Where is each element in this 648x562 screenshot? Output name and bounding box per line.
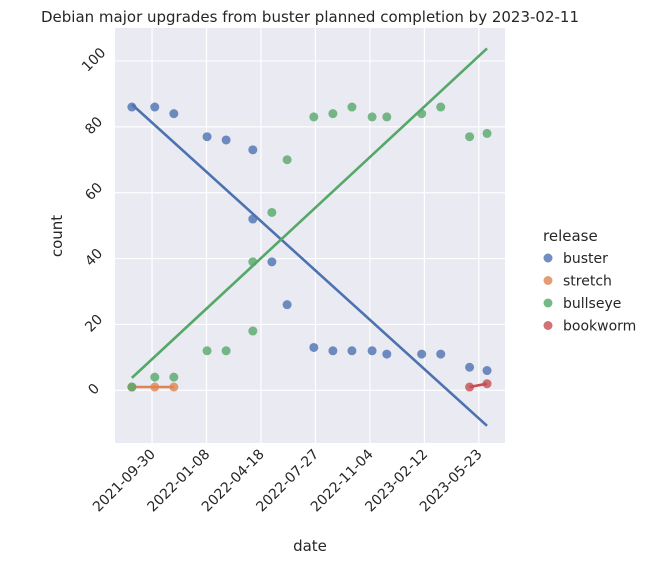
data-point-buster <box>221 135 231 145</box>
legend-marker-buster <box>543 253 553 263</box>
legend-label-stretch: stretch <box>563 274 612 290</box>
data-point-buster <box>382 349 392 359</box>
legend-marker-stretch <box>543 276 553 285</box>
data-point-buster <box>367 346 377 356</box>
data-point-bullseye <box>482 128 492 138</box>
plot-area <box>115 28 505 443</box>
data-point-bullseye <box>465 132 475 142</box>
y-tick-label: 100 <box>79 45 109 75</box>
chart-title: Debian major upgrades from buster planne… <box>41 8 579 26</box>
legend-marker-bookworm <box>543 321 553 330</box>
legend-label-bookworm: bookworm <box>563 319 636 335</box>
data-point-buster <box>417 349 427 359</box>
data-point-buster <box>309 342 319 352</box>
legend-title: release <box>543 227 598 245</box>
x-axis-label: date <box>293 537 327 555</box>
data-point-buster <box>436 349 446 359</box>
data-point-buster <box>150 102 160 112</box>
data-point-bullseye <box>150 372 160 382</box>
y-tick-label: 60 <box>82 180 106 204</box>
data-point-bullseye <box>347 102 357 112</box>
data-point-buster <box>328 346 338 356</box>
data-point-bullseye <box>436 102 446 112</box>
y-tick-label: 20 <box>82 312 106 336</box>
data-point-buster <box>169 109 179 119</box>
y-tick-label: 0 <box>85 381 103 399</box>
data-point-bullseye <box>282 155 292 165</box>
data-point-buster <box>347 346 357 356</box>
regression-line-bullseye <box>131 47 488 379</box>
regression-line-buster <box>131 103 488 427</box>
data-point-buster <box>202 132 212 142</box>
data-point-buster <box>482 366 492 376</box>
data-point-bullseye <box>309 112 319 122</box>
data-point-bullseye <box>221 346 231 356</box>
data-point-bullseye <box>127 382 137 392</box>
data-point-buster <box>267 257 277 267</box>
y-axis-label: count <box>48 215 66 257</box>
regression-line-bookworm <box>469 382 488 389</box>
data-point-bullseye <box>328 109 338 119</box>
data-point-buster <box>282 300 292 310</box>
data-point-buster <box>248 145 258 155</box>
y-tick-label: 80 <box>82 114 106 138</box>
data-point-buster <box>465 362 475 372</box>
plot-background <box>115 28 505 443</box>
data-point-bullseye <box>169 372 179 382</box>
y-tick-label: 40 <box>82 246 106 270</box>
data-point-bullseye <box>248 326 258 336</box>
legend-marker-bullseye <box>543 298 553 308</box>
legend-label-bullseye: bullseye <box>563 296 621 312</box>
legend-label-buster: buster <box>563 251 608 267</box>
data-point-bullseye <box>267 207 277 217</box>
data-point-bullseye <box>202 346 212 356</box>
data-point-bullseye <box>382 112 392 122</box>
data-point-bullseye <box>367 112 377 122</box>
